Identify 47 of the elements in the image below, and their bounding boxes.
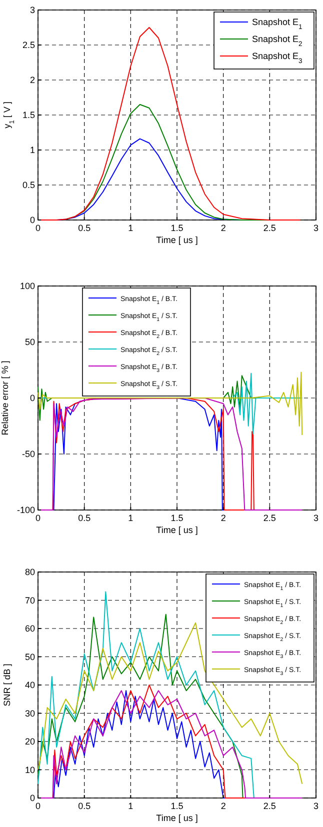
y-axis-title: SNR [ dB ] xyxy=(2,664,12,706)
x-tick-label: 2 xyxy=(220,513,226,523)
y-tick-label: 100 xyxy=(20,281,35,291)
y-tick-label: -100 xyxy=(16,505,35,515)
y-tick-label: 0.5 xyxy=(22,180,35,190)
x-tick-label: 2.5 xyxy=(263,223,276,233)
x-tick-label: 1 xyxy=(128,801,134,811)
legend-label: Snapshot E$_{2}$ xyxy=(252,34,303,48)
x-axis-title: Time [ us ] xyxy=(156,235,198,245)
x-tick-label: 1 xyxy=(128,223,134,233)
x-tick-label: 3 xyxy=(313,513,319,523)
y-tick-label: 70 xyxy=(24,595,35,606)
x-tick-label: 1.5 xyxy=(170,801,184,811)
y-tick-label: 0 xyxy=(30,793,35,803)
x-tick-label: 2.5 xyxy=(263,513,276,523)
x-tick-label: 2.5 xyxy=(263,801,276,811)
x-axis-title: Time [ us ] xyxy=(156,813,198,823)
x-tick-label: 1.5 xyxy=(170,513,184,523)
y-tick-label: 30 xyxy=(24,708,35,718)
y-tick-label: 2.5 xyxy=(22,40,35,50)
y-tick-label: 80 xyxy=(24,567,35,577)
legend-label: Snapshot E$_{3}$ xyxy=(252,51,303,64)
y-tick-label: 50 xyxy=(24,337,35,347)
x-tick-label: 1 xyxy=(128,513,134,523)
x-tick-label: 0.5 xyxy=(78,223,91,233)
y-tick-label: 1 xyxy=(30,145,35,155)
x-tick-label: 3 xyxy=(313,223,319,233)
y-tick-label: -50 xyxy=(22,449,35,459)
y-axis-title: Relative error [ % ] xyxy=(0,360,10,436)
y-tick-label: 0 xyxy=(30,215,35,225)
y-tick-label: 0 xyxy=(30,393,35,403)
y-tick-label: 20 xyxy=(24,736,35,746)
x-tick-label: 3 xyxy=(313,801,319,811)
x-tick-label: 1.5 xyxy=(170,223,184,233)
x-axis-title: Time [ us ] xyxy=(156,525,198,535)
x-tick-label: 2 xyxy=(220,801,226,811)
x-tick-label: 0.5 xyxy=(78,801,91,811)
legend-label: Snapshot E$_{1}$ xyxy=(252,17,303,30)
x-tick-label: 0.5 xyxy=(78,513,91,523)
y-tick-label: 50 xyxy=(24,652,35,662)
y-tick-label: 1.5 xyxy=(22,110,35,120)
y-tick-label: 40 xyxy=(24,680,35,690)
y-tick-label: 10 xyxy=(24,764,35,775)
x-tick-label: 2 xyxy=(220,223,226,233)
y-tick-label: 3 xyxy=(30,5,35,15)
y-tick-label: 60 xyxy=(24,624,35,634)
y-tick-label: 2 xyxy=(30,75,35,85)
